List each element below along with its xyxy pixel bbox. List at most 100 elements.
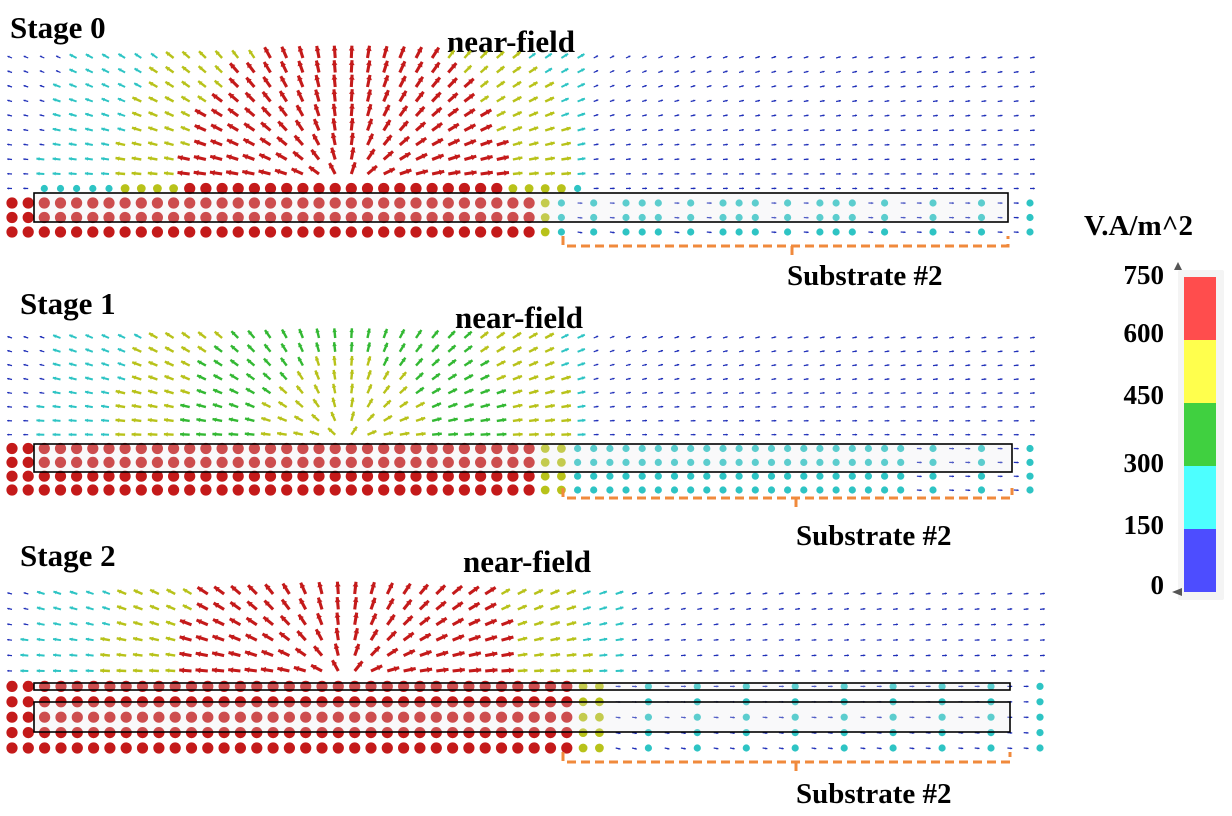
field-vector (615, 606, 624, 611)
field-vector (228, 417, 239, 423)
field-vector (884, 172, 890, 175)
field-vector (893, 623, 899, 626)
field-vector (7, 669, 13, 672)
field-vector (560, 67, 569, 74)
field-vector (1013, 433, 1019, 436)
field-vector (382, 134, 393, 146)
field-vector (415, 343, 423, 353)
field-vector (803, 129, 809, 132)
field-vector (345, 197, 357, 209)
field-vector (313, 384, 321, 394)
field-vector (729, 654, 735, 657)
field-vector (484, 586, 497, 596)
field-vector (297, 342, 304, 353)
field-vector (868, 364, 874, 367)
field-vector (451, 601, 464, 611)
field-vector (735, 472, 743, 480)
field-vector (366, 103, 373, 117)
field-vector (648, 623, 654, 626)
field-vector (369, 597, 377, 610)
field-vector (7, 128, 13, 132)
field-vector (713, 731, 719, 735)
field-vector (1007, 638, 1013, 642)
field-vector (997, 187, 1003, 190)
field-vector (644, 744, 653, 752)
field-vector (893, 654, 899, 657)
field-vector (632, 685, 637, 688)
field-vector (296, 630, 307, 642)
field-vector (670, 486, 679, 494)
field-vector (39, 335, 45, 339)
field-vector (631, 592, 637, 595)
field-vector (722, 143, 728, 146)
field-vector (609, 172, 615, 175)
field-vector (868, 187, 874, 190)
field-vector (169, 696, 181, 708)
field-vector (398, 105, 409, 117)
field-vector (881, 444, 889, 453)
field-vector (163, 432, 174, 437)
field-vector (674, 158, 680, 161)
field-vector (729, 747, 735, 750)
field-vector (771, 55, 777, 59)
field-vector (609, 187, 615, 190)
field-vector (771, 172, 777, 175)
field-vector (165, 65, 175, 74)
field-vector (23, 363, 29, 367)
field-vector (442, 211, 454, 224)
field-vector (550, 652, 561, 658)
field-vector (803, 187, 809, 190)
field-vector (670, 444, 679, 453)
field-vector (827, 607, 833, 611)
field-vector (277, 648, 291, 657)
field-vector (771, 419, 777, 422)
field-vector (965, 461, 971, 464)
field-vector (925, 592, 931, 595)
field-vector (687, 199, 695, 207)
field-vector (403, 666, 417, 673)
field-vector (71, 742, 83, 754)
field-vector (868, 114, 874, 117)
field-vector (313, 470, 325, 482)
field-vector (900, 419, 906, 422)
field-vector (435, 633, 449, 642)
field-vector (949, 70, 955, 74)
field-vector (314, 356, 321, 366)
field-vector (974, 716, 980, 719)
field-vector (398, 385, 408, 395)
field-vector (557, 458, 566, 467)
field-vector (778, 638, 784, 641)
field-vector (674, 433, 680, 436)
field-vector (117, 376, 126, 381)
field-vector (491, 442, 503, 455)
field-vector (23, 623, 29, 626)
field-vector (53, 590, 62, 595)
field-vector (722, 187, 728, 190)
field-vector (840, 729, 848, 737)
field-vector (402, 615, 414, 626)
field-vector (116, 589, 127, 596)
field-vector (491, 197, 503, 209)
field-vector (36, 637, 45, 642)
field-vector (713, 592, 719, 595)
field-vector (115, 432, 126, 437)
field-vector (827, 654, 833, 657)
field-vector (168, 456, 180, 468)
field-vector (819, 99, 825, 103)
field-vector (827, 592, 833, 595)
field-vector (23, 607, 29, 610)
field-vector (463, 123, 477, 132)
field-vector (349, 696, 361, 708)
field-vector (762, 607, 768, 610)
field-vector (593, 391, 599, 394)
field-vector (468, 601, 481, 611)
field-vector (722, 99, 728, 103)
field-vector (447, 92, 459, 103)
field-vector (132, 620, 143, 626)
field-vector (615, 590, 624, 595)
field-vector (544, 696, 557, 708)
field-vector (755, 85, 761, 88)
field-vector (739, 405, 745, 408)
field-vector (447, 62, 458, 74)
